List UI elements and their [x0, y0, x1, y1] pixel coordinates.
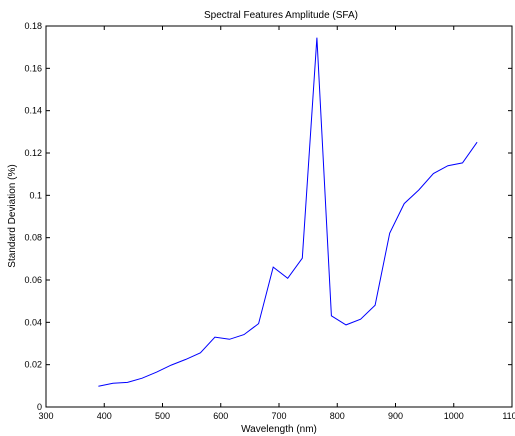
x-tick-label: 700 — [271, 411, 286, 421]
x-tick-label: 600 — [213, 411, 228, 421]
x-tick-label: 500 — [155, 411, 170, 421]
x-tick-label: 400 — [97, 411, 112, 421]
y-tick-label: 0.1 — [29, 190, 42, 200]
series-line — [98, 37, 478, 387]
y-axis: 0 0.02 0.04 0.06 0.08 0.1 0.12 0.14 0.16 0.18 — [24, 21, 512, 412]
y-tick-label: 0.16 — [24, 63, 42, 73]
y-tick-label: 0.06 — [24, 275, 42, 285]
y-tick-label: 0.08 — [24, 233, 42, 243]
x-axis-title: Wavelength (nm) — [241, 424, 317, 435]
plot-area — [45, 25, 513, 408]
y-axis-title: Standard Deviation (%) — [7, 164, 18, 267]
y-tick-label: 0.02 — [24, 360, 42, 370]
x-tick-label: 900 — [388, 411, 403, 421]
x-tick-label: 800 — [330, 411, 345, 421]
chart-title: Spectral Features Amplitude (SFA) — [204, 10, 358, 21]
x-tick-label: 300 — [38, 411, 53, 421]
y-tick-label: 0.04 — [24, 317, 42, 327]
y-tick-label: 0.18 — [24, 21, 42, 31]
y-tick-label: 0 — [37, 402, 42, 412]
y-tick-label: 0.14 — [24, 106, 42, 116]
x-tick-label: 1000 — [444, 411, 464, 421]
series-layer — [98, 37, 478, 387]
y-tick-label: 0.12 — [24, 148, 42, 158]
